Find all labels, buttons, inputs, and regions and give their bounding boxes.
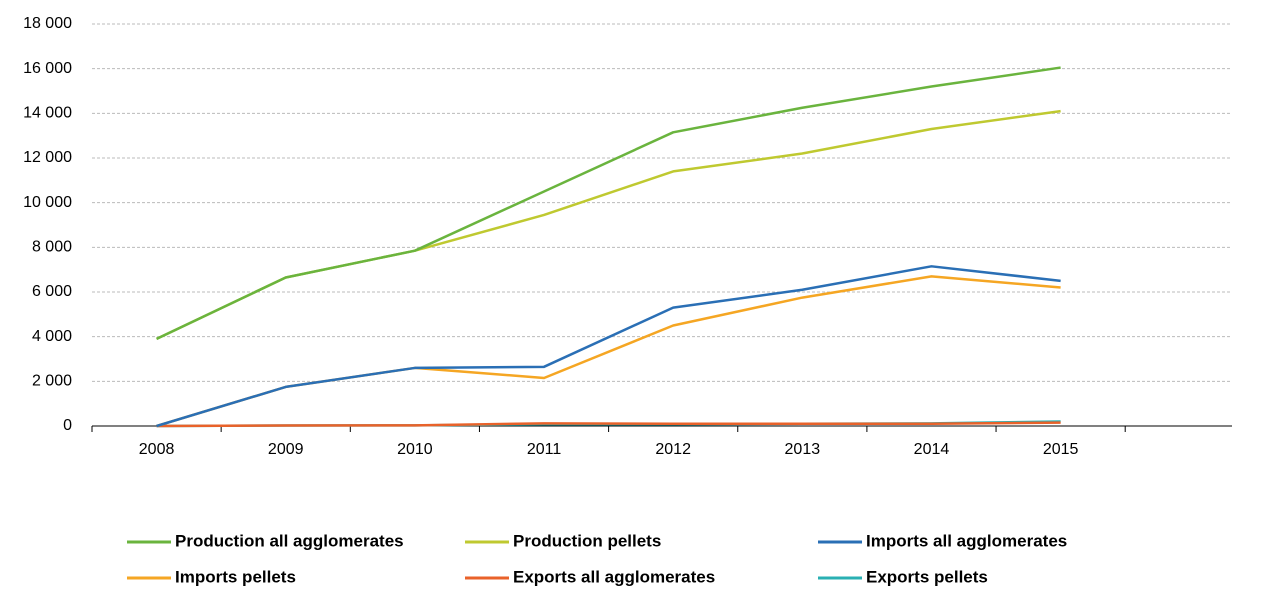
y-tick-label: 8 000: [32, 239, 72, 256]
x-tick-label: 2014: [914, 441, 950, 458]
y-tick-label: 14 000: [23, 105, 72, 122]
x-tick-label: 2015: [1043, 441, 1079, 458]
y-tick-label: 12 000: [23, 149, 72, 166]
legend-label: Imports all agglomerates: [866, 531, 1067, 550]
legend-label: Exports all agglomerates: [513, 567, 715, 586]
y-tick-label: 2 000: [32, 373, 72, 390]
legend-label: Production pellets: [513, 531, 661, 550]
series-line: [156, 66, 1061, 341]
x-tick-label: 2008: [139, 441, 175, 458]
x-tick-label: 2012: [655, 441, 691, 458]
x-tick-label: 2009: [268, 441, 304, 458]
y-tick-label: 16 000: [23, 60, 72, 77]
y-tick-label: 18 000: [23, 15, 72, 32]
legend-label: Production all agglomerates: [175, 531, 404, 550]
x-tick-label: 2010: [397, 441, 433, 458]
legend-label: Exports pellets: [866, 567, 988, 586]
y-tick-label: 10 000: [23, 194, 72, 211]
series-line: [156, 275, 1061, 428]
x-tick-label: 2013: [785, 441, 821, 458]
series-line: [156, 109, 1061, 341]
y-tick-label: 0: [63, 417, 72, 434]
y-tick-label: 6 000: [32, 283, 72, 300]
y-tick-label: 4 000: [32, 328, 72, 345]
series-line: [156, 265, 1061, 428]
legend-label: Imports pellets: [175, 567, 296, 586]
series-line: [156, 421, 1061, 428]
x-tick-label: 2011: [527, 441, 562, 458]
